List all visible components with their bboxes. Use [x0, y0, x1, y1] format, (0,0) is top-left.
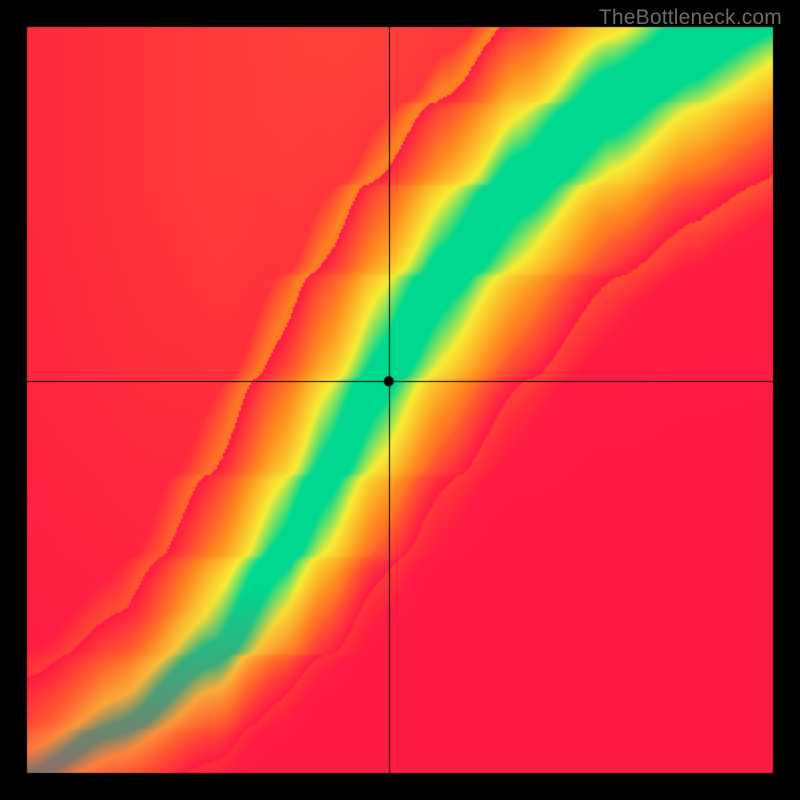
chart-container: TheBottleneck.com [0, 0, 800, 800]
watermark-text: TheBottleneck.com [599, 6, 782, 30]
bottleneck-heatmap-canvas [0, 0, 800, 800]
